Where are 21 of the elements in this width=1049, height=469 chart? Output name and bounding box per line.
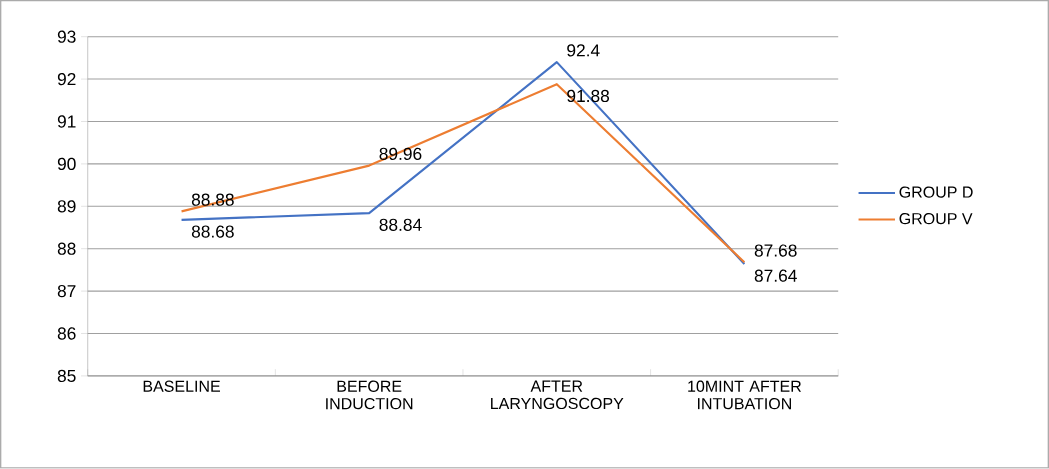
data-label: 92.4 (567, 44, 600, 57)
data-label: 88.68 (191, 225, 234, 238)
y-tick-label: 89 (57, 200, 76, 213)
x-tick-label: BEFORE INDUCTION (326, 380, 413, 410)
data-label: 88.88 (191, 193, 234, 206)
x-tick-label: 10MINT AFTER INTUBATION (688, 380, 802, 410)
y-tick-label: 87 (57, 285, 76, 298)
legend-label: GROUP V (899, 213, 973, 225)
y-tick-label: 88 (57, 242, 76, 256)
x-tick-label: BASELINE (143, 380, 220, 393)
y-tick-label: 92 (57, 73, 76, 86)
data-label: 88.84 (379, 218, 422, 232)
legend-label: GROUP D (899, 186, 973, 198)
y-tick-label: 91 (57, 115, 76, 128)
x-tick-label: AFTER LARYNGOSCOPY (491, 380, 624, 410)
y-tick-label: 85 (57, 369, 76, 383)
data-label: 87.64 (754, 269, 797, 283)
y-tick-label: 93 (57, 30, 76, 44)
y-tick-label: 86 (57, 327, 76, 340)
data-label: 87.68 (754, 244, 797, 257)
y-tick-label: 90 (57, 157, 76, 171)
